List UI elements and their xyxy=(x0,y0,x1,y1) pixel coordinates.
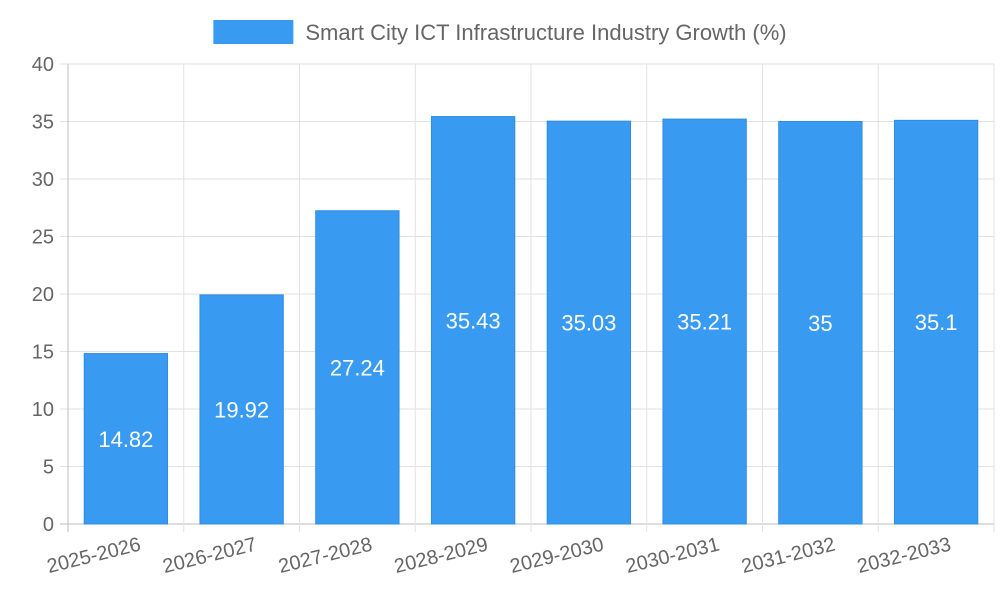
legend-label[interactable]: Smart City ICT Infrastructure Industry G… xyxy=(305,20,786,45)
bar[interactable] xyxy=(430,116,516,525)
legend[interactable]: Smart City ICT Infrastructure Industry G… xyxy=(213,20,787,45)
bar-data-label: 35.03 xyxy=(561,311,616,336)
bar[interactable] xyxy=(546,120,632,525)
grid-lines xyxy=(60,63,995,532)
bars xyxy=(83,116,979,525)
y-tick-label: 35 xyxy=(32,112,54,134)
x-tick-label: 2027-2028 xyxy=(276,534,374,578)
y-tick-label: 40 xyxy=(32,54,54,76)
x-tick-label: 2032-2033 xyxy=(855,534,953,578)
bar[interactable] xyxy=(778,121,863,525)
bar-data-label: 35.21 xyxy=(677,310,732,335)
y-tick-label: 10 xyxy=(32,399,54,421)
x-tick-label: 2025-2026 xyxy=(45,534,143,578)
bar[interactable] xyxy=(893,119,979,525)
bar-data-label: 35.1 xyxy=(915,310,958,335)
bar-data-labels: 14.82 19.92 27.24 35.43 35.03 35.21 35 35.1 xyxy=(98,308,957,452)
y-tick-label: 15 xyxy=(32,342,54,364)
y-tick-label: 25 xyxy=(32,227,54,249)
bar-data-label: 35 xyxy=(808,311,832,336)
bar[interactable] xyxy=(83,353,169,525)
bar-data-label: 27.24 xyxy=(330,355,385,380)
y-tick-label: 0 xyxy=(43,514,54,536)
bar-data-label: 19.92 xyxy=(214,397,269,422)
bar[interactable] xyxy=(199,294,284,525)
x-tick-label: 2029-2030 xyxy=(508,534,606,578)
x-tick-label: 2026-2027 xyxy=(161,534,259,578)
bar[interactable] xyxy=(662,118,747,525)
bar-data-label: 14.82 xyxy=(98,427,153,452)
legend-swatch[interactable] xyxy=(213,20,294,44)
x-tick-label: 2028-2029 xyxy=(392,534,490,578)
x-tick-label: 2030-2031 xyxy=(624,534,722,578)
y-tick-label: 5 xyxy=(43,457,54,479)
x-tick-label: 2031-2032 xyxy=(739,534,837,578)
bar-data-label: 35.43 xyxy=(446,308,501,333)
y-tick-label: 30 xyxy=(32,169,54,191)
y-tick-label: 20 xyxy=(32,284,54,306)
bar[interactable] xyxy=(315,210,400,525)
